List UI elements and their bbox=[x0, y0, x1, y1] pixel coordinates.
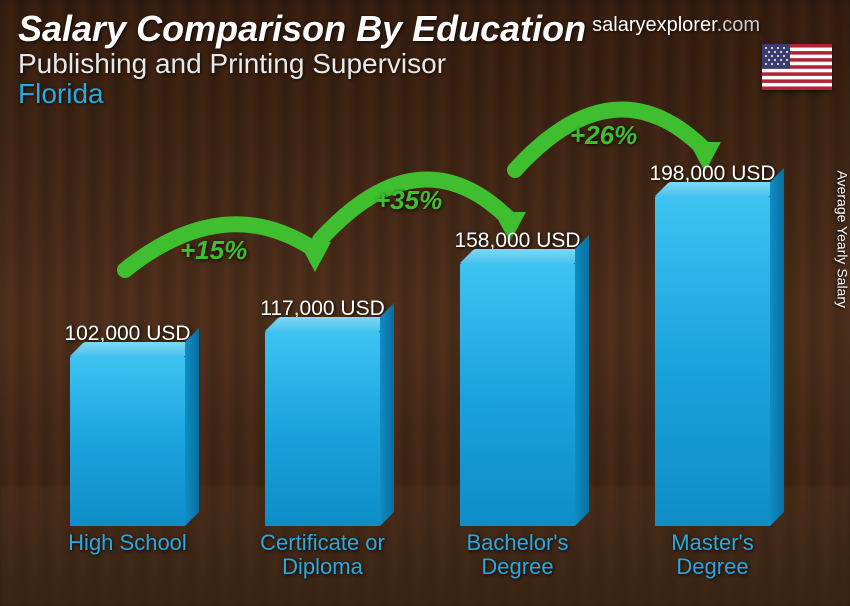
header: Salary Comparison By Education Publishin… bbox=[18, 8, 832, 110]
bar-wrap: 102,000 USD bbox=[30, 322, 225, 526]
bar-category-label: High School bbox=[30, 531, 225, 586]
bar-category-label: Master'sDegree bbox=[615, 531, 810, 586]
y-axis-label: Average Yearly Salary bbox=[834, 171, 850, 309]
bar-wrap: 158,000 USD bbox=[420, 229, 615, 526]
chart-location: Florida bbox=[18, 78, 832, 110]
bars-container: 102,000 USD117,000 USD158,000 USD198,000… bbox=[30, 150, 810, 526]
labels-container: High SchoolCertificate orDiplomaBachelor… bbox=[30, 531, 810, 586]
chart-subtitle: Publishing and Printing Supervisor bbox=[18, 48, 832, 80]
bar-category-label: Certificate orDiploma bbox=[225, 531, 420, 586]
bar bbox=[70, 356, 185, 526]
increase-label: +26% bbox=[570, 120, 637, 151]
bar-category-label: Bachelor'sDegree bbox=[420, 531, 615, 586]
bar bbox=[265, 331, 380, 526]
bar bbox=[655, 196, 770, 526]
bar-wrap: 198,000 USD bbox=[615, 162, 810, 526]
chart-title: Salary Comparison By Education bbox=[18, 8, 832, 50]
bar bbox=[460, 263, 575, 526]
bar-wrap: 117,000 USD bbox=[225, 297, 420, 526]
chart-area: 102,000 USD117,000 USD158,000 USD198,000… bbox=[30, 150, 810, 586]
